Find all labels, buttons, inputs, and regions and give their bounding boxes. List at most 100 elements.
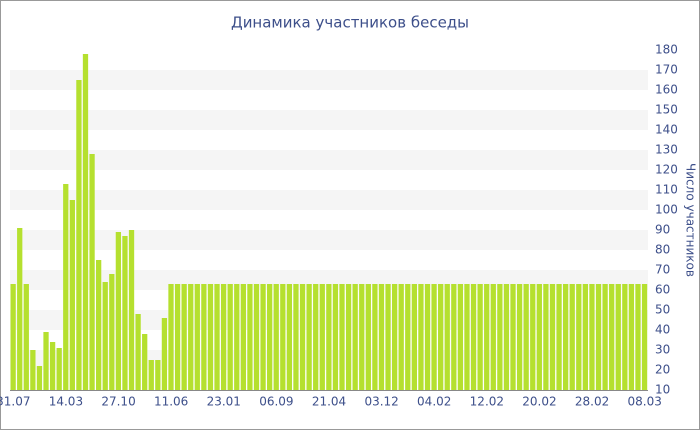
- x-tick-label: 20.02: [522, 395, 556, 409]
- bar: [240, 284, 246, 390]
- y-tick-label: 100: [655, 203, 678, 217]
- y-tick-label: 140: [655, 123, 678, 137]
- y-tick-label: 120: [655, 163, 678, 177]
- x-tick-label: 03.12: [364, 395, 398, 409]
- bar: [497, 284, 503, 390]
- y-tick-label: 130: [655, 143, 678, 157]
- y-tick-label: 50: [655, 303, 670, 317]
- bar: [148, 360, 154, 390]
- bar: [214, 284, 220, 390]
- bar: [589, 284, 595, 390]
- y-tick-label: 150: [655, 103, 678, 117]
- x-tick-label: 12.02: [470, 395, 504, 409]
- bar: [142, 334, 148, 390]
- bar: [319, 284, 325, 390]
- bar: [562, 284, 569, 390]
- bar: [109, 274, 115, 390]
- bar: [339, 284, 345, 390]
- bar: [464, 284, 470, 390]
- y-tick-label: 30: [655, 343, 670, 357]
- bar: [174, 284, 181, 390]
- bar: [69, 200, 75, 390]
- y-tick-label: 60: [655, 283, 670, 297]
- y-tick-label: 160: [655, 83, 678, 97]
- bar: [365, 284, 371, 390]
- bar: [181, 284, 187, 390]
- bar: [490, 284, 496, 390]
- bar: [227, 284, 233, 390]
- y-tick-label: 70: [655, 263, 670, 277]
- bar: [115, 232, 122, 390]
- bar: [293, 284, 299, 390]
- bar: [385, 284, 391, 390]
- grid-band: [10, 110, 648, 130]
- grid-band: [10, 150, 648, 170]
- bar: [372, 284, 378, 390]
- bar: [477, 284, 483, 390]
- bar: [438, 284, 444, 390]
- bar: [253, 284, 260, 390]
- x-tick-label: 31.07: [0, 395, 30, 409]
- bar: [332, 284, 339, 390]
- bar: [280, 284, 286, 390]
- bar: [234, 284, 240, 390]
- x-tick-label: 06.09: [259, 395, 293, 409]
- bar: [635, 284, 641, 390]
- bar: [207, 284, 214, 390]
- bar: [326, 284, 332, 390]
- grid-band: [10, 230, 648, 250]
- bar: [122, 236, 128, 390]
- bar: [56, 348, 62, 390]
- bar: [576, 284, 582, 390]
- grid-band: [10, 190, 648, 210]
- y-tick-label: 170: [655, 63, 678, 77]
- bar: [359, 284, 365, 390]
- bar: [313, 284, 319, 390]
- x-tick-label: 04.02: [417, 395, 451, 409]
- bar: [582, 284, 589, 390]
- bar: [299, 284, 306, 390]
- bar: [155, 360, 161, 390]
- bar: [556, 284, 562, 390]
- x-tick-label: 28.02: [575, 395, 609, 409]
- bar: [36, 366, 43, 390]
- bar: [609, 284, 615, 390]
- bar: [411, 284, 417, 390]
- bar: [135, 314, 141, 390]
- bar: [457, 284, 464, 390]
- y-tick-label: 180: [655, 43, 678, 57]
- x-tick-label: 27.10: [101, 395, 135, 409]
- bar: [378, 284, 385, 390]
- y-tick-label: 40: [655, 323, 670, 337]
- bar: [641, 284, 648, 390]
- bar: [168, 284, 174, 390]
- x-tick-label: 23.01: [207, 395, 241, 409]
- bar: [273, 284, 279, 390]
- y-tick-label: 20: [655, 363, 670, 377]
- y-tick-label: 10: [655, 383, 670, 397]
- bar: [188, 284, 194, 390]
- bar: [595, 284, 602, 390]
- bar: [63, 184, 69, 390]
- bar: [602, 284, 608, 390]
- y-axis-title: Число участников: [684, 163, 698, 277]
- bar: [345, 284, 352, 390]
- bar: [17, 228, 23, 390]
- grid-band: [10, 70, 648, 90]
- bar: [128, 230, 135, 390]
- bar: [161, 318, 168, 390]
- bar: [30, 350, 36, 390]
- x-tick-label: 08.03: [628, 395, 662, 409]
- bar: [23, 284, 29, 390]
- bar: [424, 284, 431, 390]
- bar: [76, 80, 82, 390]
- chart-title: Динамика участников беседы: [231, 14, 469, 32]
- bar: [470, 284, 477, 390]
- x-tick-label: 14.03: [49, 395, 83, 409]
- bar: [43, 332, 49, 390]
- bar: [543, 284, 549, 390]
- bar: [267, 284, 273, 390]
- bar: [247, 284, 253, 390]
